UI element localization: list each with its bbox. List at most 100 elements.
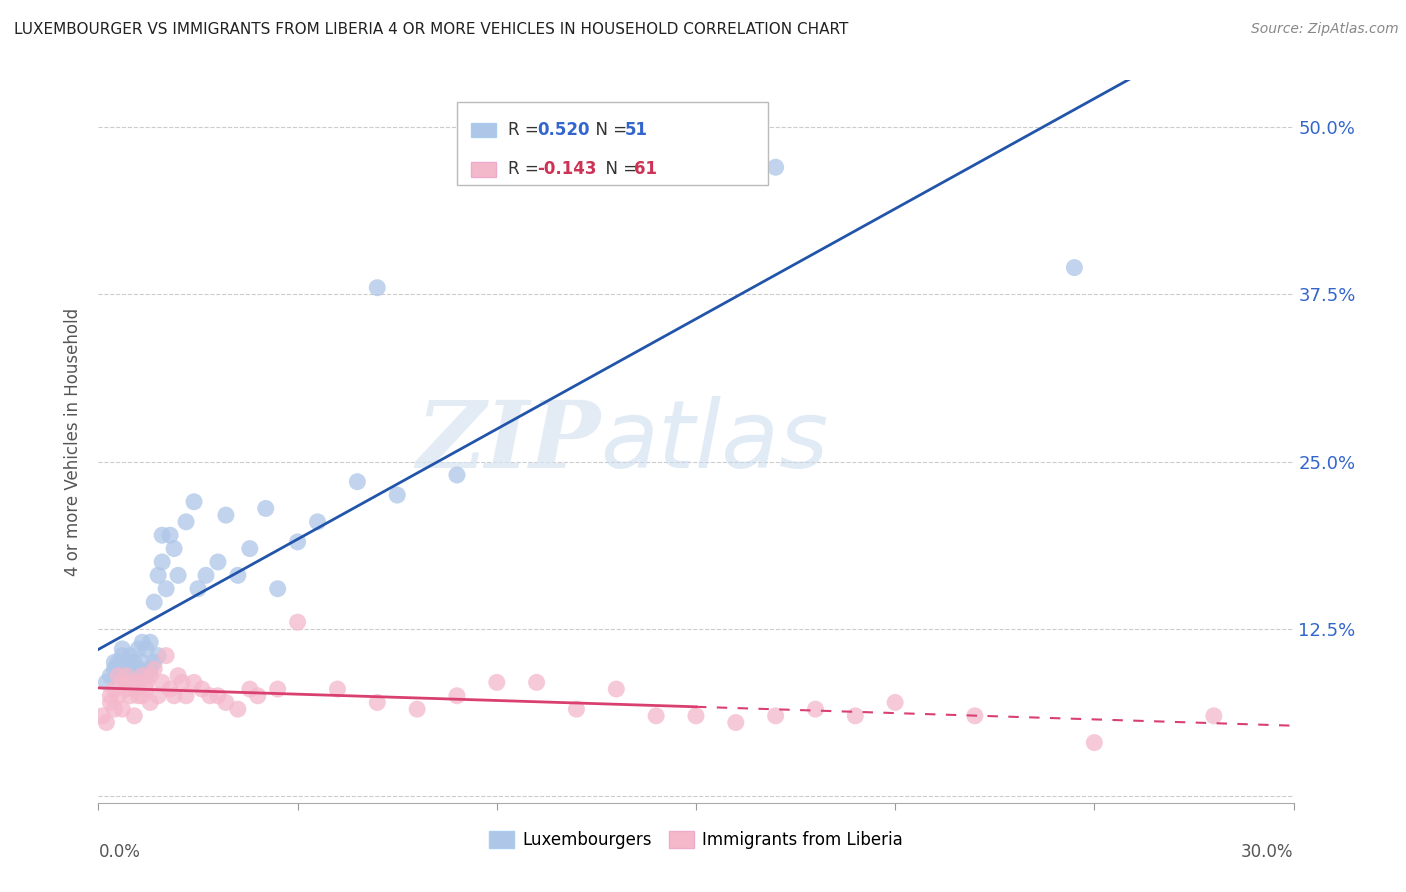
Point [765, 161, 787, 175]
Point [98, 689, 122, 703]
Point [446, 467, 468, 482]
Point [120, 689, 142, 703]
Point [724, 715, 747, 730]
Point [148, 568, 170, 582]
Point [148, 689, 170, 703]
Point [139, 635, 162, 649]
Point [143, 662, 166, 676]
Point [120, 655, 142, 669]
Point [103, 702, 125, 716]
Point [159, 681, 181, 696]
Point [1083, 735, 1105, 749]
Point [98, 669, 122, 683]
Point [111, 675, 134, 690]
Point [135, 675, 157, 690]
Point [120, 648, 142, 663]
Legend: Luxembourgers, Immigrants from Liberia: Luxembourgers, Immigrants from Liberia [482, 824, 910, 856]
Text: 0.0%: 0.0% [98, 843, 141, 861]
Point [765, 708, 787, 723]
Text: Source: ZipAtlas.com: Source: ZipAtlas.com [1251, 22, 1399, 37]
Point [172, 675, 194, 690]
Point [131, 689, 153, 703]
Point [139, 669, 162, 683]
Point [120, 675, 142, 690]
Point [844, 708, 866, 723]
Point [96, 715, 118, 730]
Point [326, 681, 349, 696]
Point [267, 681, 290, 696]
Point [135, 681, 157, 696]
Point [526, 675, 548, 690]
Text: N =: N = [595, 161, 643, 178]
Text: 0.520: 0.520 [537, 121, 589, 139]
Point [183, 675, 205, 690]
Text: 61: 61 [634, 161, 657, 178]
Point [406, 702, 429, 716]
Point [884, 696, 907, 710]
Point [115, 669, 138, 683]
Text: -0.143: -0.143 [537, 161, 596, 178]
Point [127, 662, 149, 676]
Point [239, 541, 262, 556]
Point [267, 582, 290, 596]
Point [167, 669, 190, 683]
Point [685, 708, 707, 723]
Point [148, 648, 170, 663]
Point [195, 568, 218, 582]
Point [135, 669, 157, 683]
Point [804, 702, 827, 716]
Point [107, 669, 129, 683]
Point [96, 675, 118, 690]
Text: ZIP: ZIP [416, 397, 600, 486]
Point [150, 675, 173, 690]
Point [246, 689, 269, 703]
Point [645, 708, 668, 723]
Text: R =: R = [508, 121, 544, 139]
Point [139, 662, 162, 676]
Point [254, 501, 277, 516]
Point [191, 681, 214, 696]
Point [215, 508, 238, 523]
Point [131, 635, 153, 649]
Point [111, 702, 134, 716]
Point [963, 708, 986, 723]
Text: 51: 51 [624, 121, 647, 139]
Point [163, 689, 186, 703]
Point [107, 662, 129, 676]
Point [124, 708, 146, 723]
Point [446, 689, 468, 703]
Point [143, 655, 166, 669]
Point [174, 689, 197, 703]
Point [150, 555, 173, 569]
Point [111, 648, 134, 663]
Point [103, 662, 125, 676]
Point [127, 675, 149, 690]
Point [124, 681, 146, 696]
Text: LUXEMBOURGER VS IMMIGRANTS FROM LIBERIA 4 OR MORE VEHICLES IN HOUSEHOLD CORRELAT: LUXEMBOURGER VS IMMIGRANTS FROM LIBERIA … [14, 22, 848, 37]
Point [226, 568, 249, 582]
Point [485, 675, 508, 690]
Point [207, 689, 229, 703]
Point [239, 681, 262, 696]
Point [111, 642, 134, 657]
Text: atlas: atlas [600, 396, 828, 487]
Point [187, 582, 209, 596]
Point [167, 568, 190, 582]
Point [159, 528, 181, 542]
Point [198, 689, 221, 703]
Point [127, 689, 149, 703]
Point [155, 582, 177, 596]
Point [287, 615, 309, 630]
Point [143, 595, 166, 609]
Point [107, 655, 129, 669]
Point [605, 681, 627, 696]
Point [131, 669, 153, 683]
Point [115, 681, 138, 696]
Point [127, 642, 149, 657]
Point [307, 515, 329, 529]
Point [107, 689, 129, 703]
Point [385, 488, 409, 502]
Point [150, 528, 173, 542]
Point [131, 655, 153, 669]
Point [346, 475, 368, 489]
